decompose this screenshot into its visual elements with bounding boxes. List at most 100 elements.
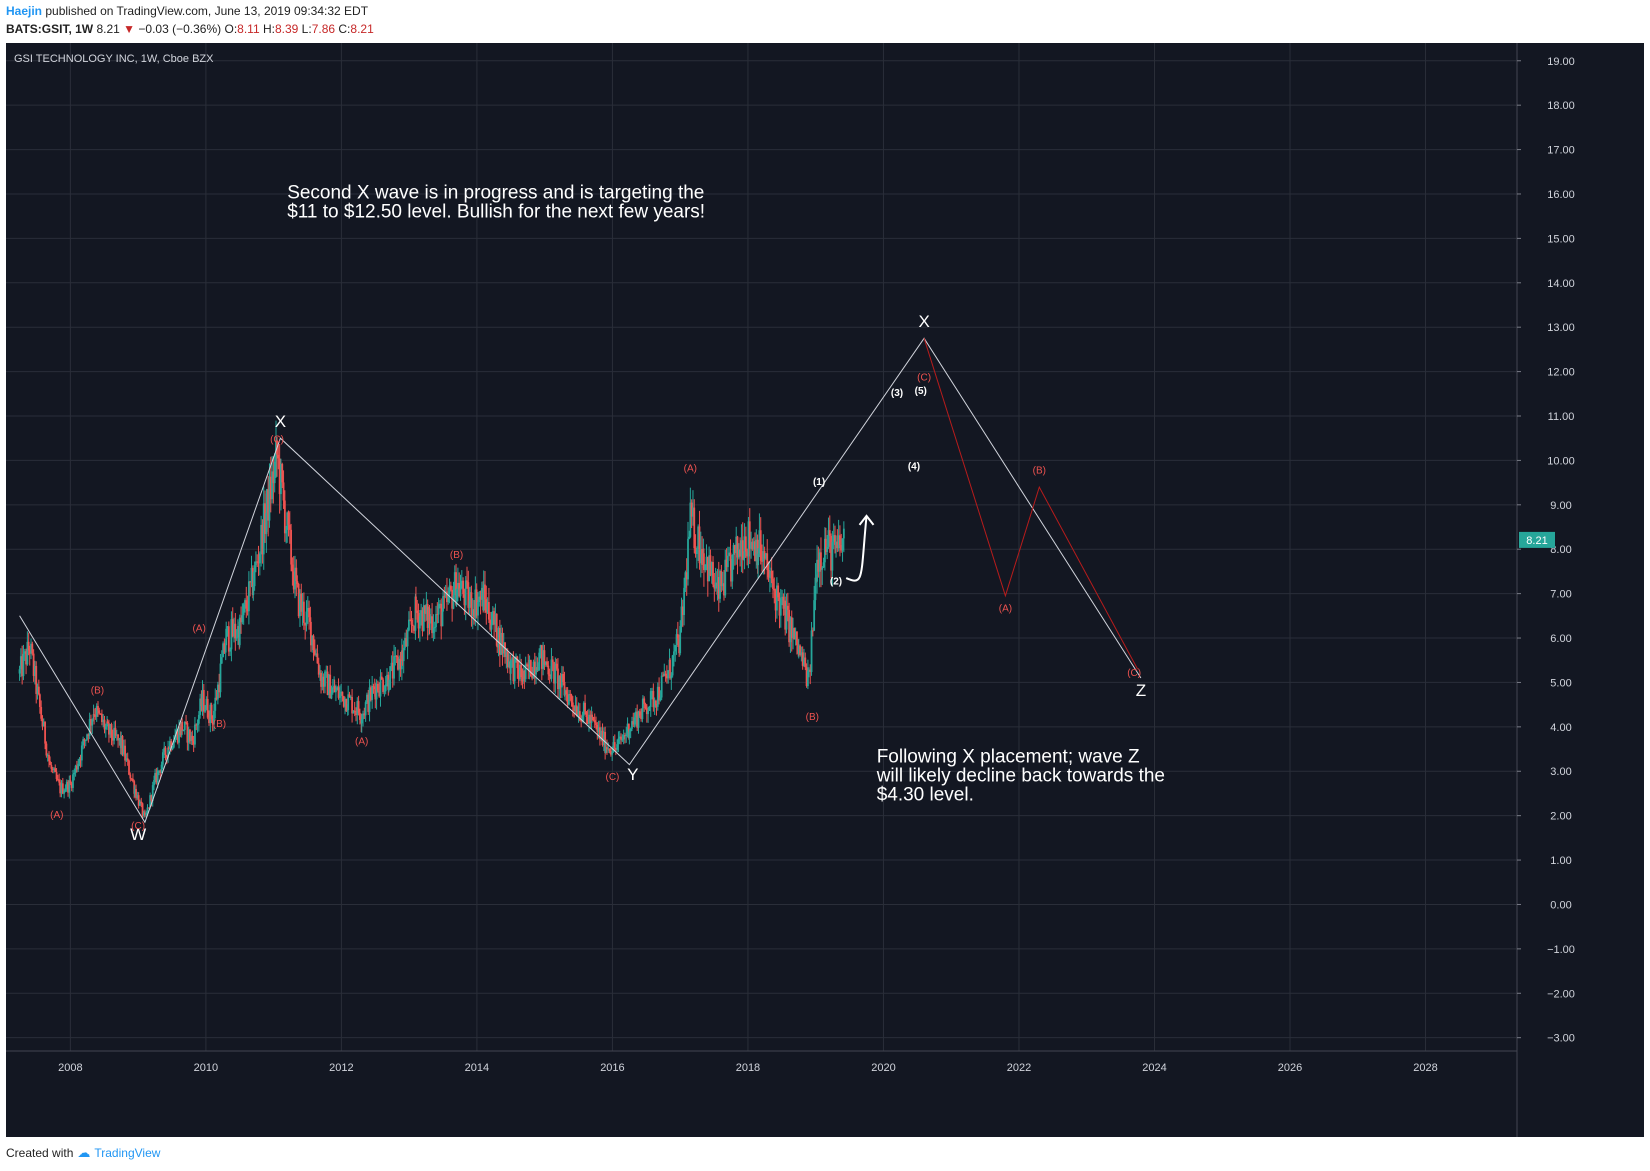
- candle-body: [234, 623, 237, 639]
- author-link[interactable]: Haejin: [6, 4, 43, 18]
- candle-body: [509, 660, 512, 674]
- annotation-line: Following X placement; wave Z: [877, 746, 1140, 767]
- candle-body: [799, 645, 801, 656]
- candle-body: [706, 556, 709, 582]
- candle-body: [752, 541, 755, 550]
- candle-body: [72, 774, 74, 788]
- price-tick-label: 16.00: [1547, 189, 1575, 201]
- candle-body: [822, 562, 825, 568]
- candle-body: [512, 657, 515, 682]
- down-arrow-icon: ▼: [123, 22, 136, 36]
- candle-body: [204, 709, 207, 712]
- candle-body: [440, 603, 443, 627]
- candle-body: [241, 615, 244, 623]
- candle-body: [321, 676, 324, 687]
- symbol-label: BATS:GSIT, 1W: [6, 22, 94, 36]
- candle-body: [571, 702, 574, 707]
- candle-body: [301, 601, 304, 612]
- candle-body: [346, 710, 349, 712]
- candle-body: [502, 642, 505, 654]
- candle-body: [754, 541, 756, 562]
- candle-body: [744, 536, 747, 552]
- candle-body: [172, 742, 175, 748]
- candle-body: [55, 772, 58, 779]
- candle-body: [109, 724, 112, 735]
- candle-body: [767, 570, 770, 578]
- candle-body: [54, 768, 57, 773]
- candle-body: [151, 785, 154, 802]
- price-axis[interactable]: 19.00 18.00 17.00 16.00 15.00 14.00 13.00 12.00…: [1517, 56, 1575, 1045]
- candle-body: [186, 722, 189, 743]
- price-chart[interactable]: W X Y X Z (A) (B) (C) (A) (B) (C) (A) (B) (C) (A) (B) (1…: [6, 43, 1644, 1137]
- candle-body: [402, 647, 405, 662]
- candle-body: [566, 694, 569, 705]
- candle-body: [517, 668, 520, 680]
- candle-body: [551, 659, 554, 663]
- candle-body: [214, 697, 217, 711]
- time-axis[interactable]: 2008 2010 2012 2014 2016 2018 2020 2022 2024 2026…: [58, 1062, 1438, 1074]
- candle-body: [114, 727, 117, 736]
- candle-body: [124, 745, 126, 761]
- candle-body: [27, 641, 30, 651]
- candle-body: [560, 673, 563, 688]
- candle-body: [37, 686, 40, 695]
- tradingview-brand[interactable]: TradingView: [94, 1146, 161, 1160]
- annotation-text: Second X wave is in progress and is targ…: [287, 182, 705, 222]
- candle-body: [536, 667, 539, 671]
- candle-body: [327, 674, 330, 695]
- candle-body: [756, 539, 759, 566]
- candle-body: [167, 747, 170, 750]
- candle-body: [267, 489, 270, 521]
- candle-body: [75, 765, 78, 770]
- candle-body: [694, 548, 697, 555]
- candle-body: [120, 735, 123, 749]
- candle-body: [414, 596, 417, 631]
- candle-body: [18, 669, 21, 674]
- candle-body: [789, 617, 792, 643]
- high-value: 8.39: [274, 22, 299, 36]
- wave-label: (A): [999, 603, 1012, 614]
- candle-body: [840, 544, 843, 551]
- candle-body: [685, 572, 688, 580]
- candle-body: [497, 627, 500, 648]
- candle-body: [660, 675, 663, 698]
- annotation-line: $11 to $12.50 level. Bullish for the nex…: [287, 201, 705, 222]
- candle-body: [42, 722, 45, 727]
- candle-body: [292, 571, 295, 590]
- candle-body: [690, 502, 693, 517]
- candle-body: [515, 656, 517, 658]
- candle-body: [748, 521, 751, 549]
- candle-body: [220, 657, 223, 664]
- candle-body: [135, 789, 137, 799]
- candle-body: [129, 774, 132, 779]
- chart-title: GSI TECHNOLOGY INC, 1W, Cboe BZX: [14, 53, 214, 65]
- candle-body: [523, 670, 526, 680]
- candle-body: [379, 676, 382, 697]
- candle-body: [247, 581, 250, 612]
- candle-body: [724, 559, 727, 596]
- candle-body: [621, 739, 624, 741]
- candle-body: [473, 609, 475, 618]
- candle-body: [785, 605, 788, 630]
- candle-body: [505, 651, 508, 657]
- candle-body: [229, 649, 232, 652]
- candle-body: [618, 736, 621, 739]
- candle-body: [684, 572, 687, 588]
- candle-body: [410, 619, 413, 625]
- candle-body: [577, 711, 580, 716]
- wave-label: (C): [917, 372, 931, 383]
- candle-body: [826, 546, 829, 552]
- candle-body: [280, 464, 282, 495]
- candle-body: [644, 703, 647, 709]
- candle-body: [613, 742, 616, 749]
- candle-body: [285, 529, 288, 534]
- candle-body: [196, 723, 199, 726]
- candle-body: [564, 690, 566, 696]
- chart-area[interactable]: W X Y X Z (A) (B) (C) (A) (B) (C) (A) (B) (C) (A) (B) (1…: [6, 43, 1644, 1137]
- price-change: −0.03 (−0.36%): [138, 22, 222, 36]
- candle-body: [140, 801, 143, 804]
- candle-body: [546, 661, 548, 666]
- candle-body: [84, 739, 87, 742]
- candle-body: [569, 694, 572, 696]
- candle-body: [77, 763, 80, 770]
